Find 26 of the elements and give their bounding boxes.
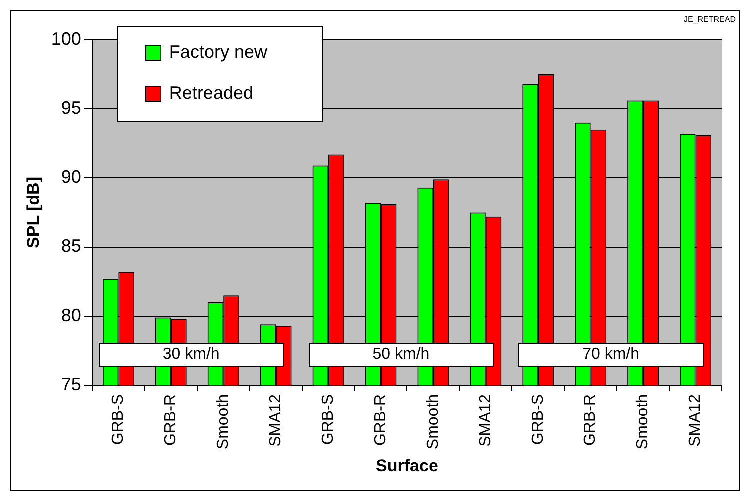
y-tick-label: 90 xyxy=(61,167,82,188)
y-axis-title: SPL [dB] xyxy=(24,176,43,248)
x-tick-label: GRB-R xyxy=(582,394,600,446)
x-tick-label: GRB-R xyxy=(372,394,390,446)
x-tick-label: GRB-S xyxy=(530,394,547,446)
x-tick-label: GRB-S xyxy=(110,394,128,446)
y-tick-label: 80 xyxy=(61,305,82,326)
legend-label: Factory new xyxy=(169,42,268,62)
x-tick-label: Smooth xyxy=(424,394,442,450)
legend-label: Retreaded xyxy=(169,82,254,103)
x-axis-title: Surface xyxy=(376,456,438,476)
label-box: 70 km/h xyxy=(518,343,704,368)
y-tick-label: 75 xyxy=(61,374,82,394)
y-tick-label: 95 xyxy=(61,98,82,118)
x-tick-label: SMA12 xyxy=(687,394,704,447)
x-tick-label: SMA12 xyxy=(477,394,494,447)
x-tick-label: GRB-R xyxy=(162,394,180,446)
text: JE_RETREAD xyxy=(684,15,736,24)
label-box: 50 km/h xyxy=(308,343,494,368)
x-tick-label: Smooth xyxy=(215,394,232,450)
label-box: 30 km/h xyxy=(98,343,284,368)
x-tick-label: GRB-S xyxy=(320,394,337,446)
x-tick-label: SMA12 xyxy=(267,394,284,447)
x-tick-label: Smooth xyxy=(634,394,652,450)
y-tick-label: 85 xyxy=(61,236,82,256)
y-tick-label: 100 xyxy=(51,28,82,49)
